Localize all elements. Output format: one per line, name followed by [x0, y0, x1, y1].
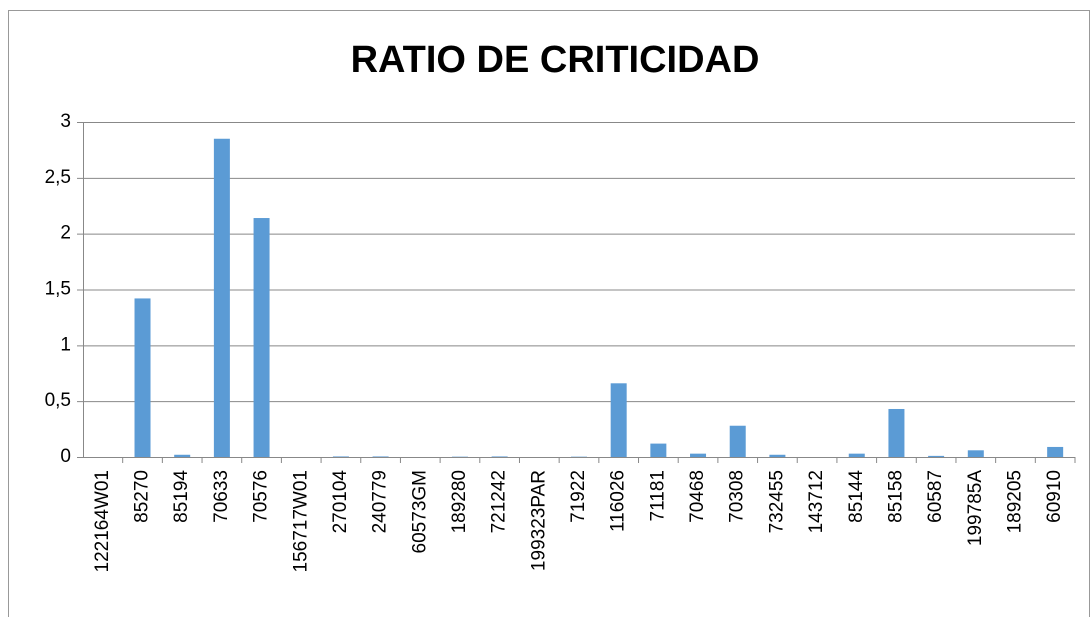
x-tick-label: 85194 [171, 470, 192, 523]
chart-title: RATIO DE CRITICIDAD [351, 39, 760, 81]
bar [928, 455, 945, 457]
x-tick-label: 240779 [370, 470, 391, 533]
y-tick-label: 2,5 [45, 167, 71, 188]
chart-frame [8, 10, 1090, 617]
bar [134, 298, 151, 457]
y-tick-label: 1,5 [45, 279, 71, 300]
bar [690, 453, 707, 457]
x-tick-label: 199785A [965, 470, 986, 546]
x-tick-label: 156717W01 [290, 470, 311, 572]
x-tick-label: 85270 [132, 470, 153, 523]
x-tick-label: 71181 [647, 470, 668, 521]
bar [491, 456, 508, 457]
y-tick-label: 1 [60, 334, 71, 355]
bar [769, 454, 786, 457]
y-tick-label: 0,5 [45, 390, 71, 411]
x-tick-label: 60910 [1044, 470, 1065, 523]
x-tick-label: 70468 [687, 470, 708, 523]
x-tick-label: 60587 [925, 470, 946, 523]
bar [729, 425, 746, 457]
x-tick-label: 116026 [608, 470, 629, 532]
bar [253, 218, 270, 457]
bar [848, 453, 865, 457]
y-tick-label: 3 [60, 111, 71, 132]
bar [888, 408, 905, 457]
x-tick-label: 71922 [568, 470, 589, 523]
x-tick-label: 270104 [330, 470, 351, 534]
x-tick-label: 85144 [846, 470, 867, 523]
x-tick-label: 60573GM [409, 470, 430, 553]
bar [610, 383, 627, 457]
x-tick-label: 732455 [766, 470, 787, 533]
bar [174, 454, 191, 457]
bar [1047, 446, 1064, 457]
bar [332, 456, 349, 457]
y-tick-label: 0 [60, 446, 71, 467]
bar [967, 450, 984, 457]
x-tick-label: 122164W01 [92, 470, 113, 572]
x-tick-label: 70308 [727, 470, 748, 523]
bar [650, 443, 667, 457]
bar [372, 456, 389, 457]
x-tick-label: 721242 [489, 470, 510, 533]
bar [213, 138, 230, 457]
x-tick-label: 85158 [885, 470, 906, 523]
x-tick-label: 199323PAR [528, 470, 549, 571]
x-tick-label: 70633 [211, 470, 232, 523]
x-tick-label: 189280 [449, 470, 470, 533]
x-tick-label: 189205 [1004, 470, 1025, 533]
y-tick-label: 2 [60, 223, 71, 244]
x-tick-label: 143712 [806, 470, 827, 533]
x-tick-label: 70576 [251, 470, 272, 523]
